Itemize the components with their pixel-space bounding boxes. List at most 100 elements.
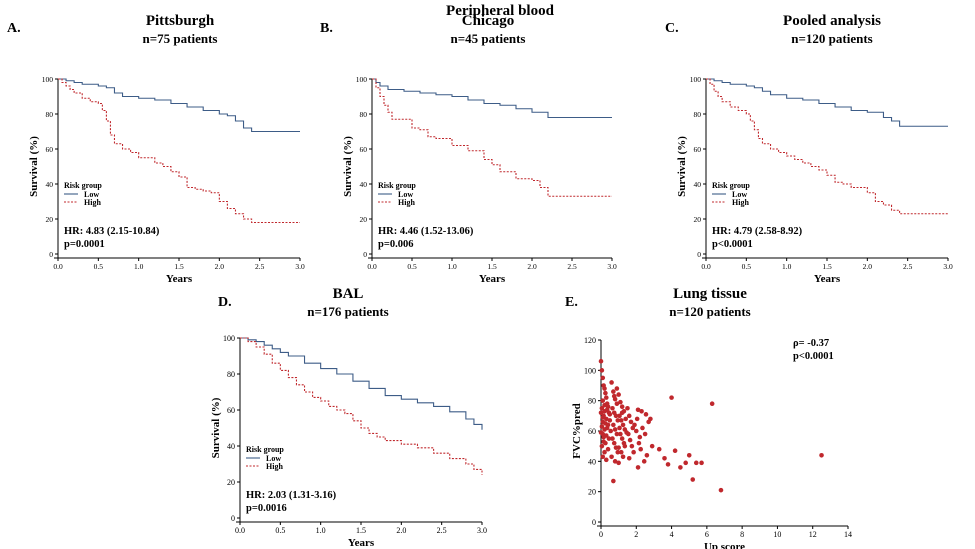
data-point [602, 386, 607, 391]
data-point [609, 380, 614, 385]
chart-subtitle: n=75 patients [143, 31, 218, 46]
data-point [633, 428, 639, 434]
x-tick-label: 2.5 [567, 262, 577, 271]
data-point [648, 416, 653, 422]
data-point [627, 437, 633, 443]
data-point [693, 460, 699, 466]
data-point [599, 368, 605, 373]
data-point [672, 448, 678, 454]
y-tick-label: 100 [584, 366, 596, 375]
chart-title: BAL [333, 286, 364, 302]
x-tick-label: 14 [844, 530, 852, 539]
x-tick-label: 0.5 [407, 262, 417, 271]
data-point [618, 449, 624, 455]
data-point [602, 449, 607, 455]
survival-curve-high [58, 78, 300, 224]
data-point [640, 425, 645, 431]
data-point [599, 405, 605, 411]
data-point [631, 449, 636, 455]
x-tick-label: 0 [599, 530, 603, 539]
chart-title: Pooled analysis [783, 13, 881, 29]
data-point [617, 425, 622, 431]
y-axis-label: Survival (%) [676, 136, 688, 197]
data-point [616, 445, 621, 450]
data-point [642, 431, 648, 437]
panel-a: A. Pittsburgh n=75 patients 0 20 40 60 80 100 0.0… [7, 13, 305, 285]
legend-entry-high: High [266, 462, 283, 471]
y-tick-label: 80 [588, 397, 596, 406]
chart-subtitle: n=176 patients [307, 304, 388, 319]
y-tick-label: 60 [694, 145, 702, 154]
chart-title: Chicago [462, 13, 515, 29]
data-point [639, 408, 644, 414]
data-point [618, 431, 623, 437]
x-tick-label: 0.0 [53, 262, 63, 271]
x-tick-label: 1.0 [447, 262, 457, 271]
data-point [636, 440, 642, 446]
p-value: p<0.0001 [712, 239, 753, 250]
data-point [613, 413, 619, 419]
y-tick-label: 100 [356, 75, 368, 84]
data-point [599, 424, 605, 429]
hazard-ratio: HR: 4.79 (2.58-8.92) [712, 226, 803, 237]
x-tick-label: 1.5 [174, 262, 184, 271]
y-tick-label: 60 [360, 145, 368, 154]
y-tick-label: 0 [363, 250, 367, 259]
chart-subtitle: n=120 patients [791, 31, 872, 46]
y-tick-label: 100 [42, 75, 54, 84]
x-tick-label: 3.0 [943, 262, 953, 271]
data-point [612, 459, 618, 464]
data-point [638, 446, 643, 452]
data-point [608, 428, 614, 434]
chart-subtitle: n=45 patients [451, 31, 526, 46]
data-point [602, 402, 607, 408]
y-tick-label: 60 [588, 427, 596, 436]
data-point [643, 412, 649, 417]
x-axis-label: Years [814, 273, 841, 285]
survival-curve-low [706, 78, 948, 127]
legend-title: Risk group [246, 445, 284, 454]
y-tick-label: 20 [360, 215, 368, 224]
data-point [605, 446, 611, 452]
data-point [598, 430, 604, 435]
data-point [616, 392, 621, 397]
legend-entry-high: High [732, 198, 749, 207]
y-tick-label: 80 [694, 110, 702, 119]
data-point [603, 390, 608, 396]
x-tick-label: 1.0 [134, 262, 144, 271]
legend-entry-high: High [84, 198, 101, 207]
data-point [615, 449, 621, 455]
x-tick-label: 0.0 [367, 262, 377, 271]
p-value: p=0.0001 [64, 239, 105, 250]
data-point [656, 446, 662, 452]
data-point [598, 358, 604, 364]
x-tick-label: 0.5 [94, 262, 104, 271]
data-point [603, 457, 609, 463]
x-tick-label: 0.5 [742, 262, 752, 271]
hazard-ratio: HR: 4.46 (1.52-13.06) [378, 226, 474, 237]
y-axis-label: Survival (%) [28, 136, 40, 197]
data-point [604, 407, 610, 413]
y-tick-label: 40 [694, 180, 702, 189]
data-point [603, 395, 609, 400]
panel-label: C. [665, 21, 679, 36]
chart-title: Lung tissue [673, 286, 747, 302]
y-tick-label: 0 [697, 250, 701, 259]
data-point [619, 410, 625, 416]
data-point [635, 407, 641, 413]
data-point [600, 415, 606, 420]
correlation-coefficient: ρ= -0.37 [793, 338, 829, 349]
x-tick-label: 10 [773, 530, 781, 539]
data-point [641, 459, 647, 464]
panel-c: C. Pooled analysis n=120 patients 0 20 40 60 80… [665, 13, 953, 285]
survival-curve-low [58, 78, 300, 133]
p-value: p<0.0001 [793, 351, 834, 362]
survival-curve-low [240, 337, 483, 430]
data-point [626, 431, 631, 437]
section-title: Peripheral blood [446, 3, 555, 19]
data-point [612, 427, 618, 432]
data-point [619, 436, 625, 441]
data-point [616, 460, 621, 466]
data-point [662, 456, 667, 461]
